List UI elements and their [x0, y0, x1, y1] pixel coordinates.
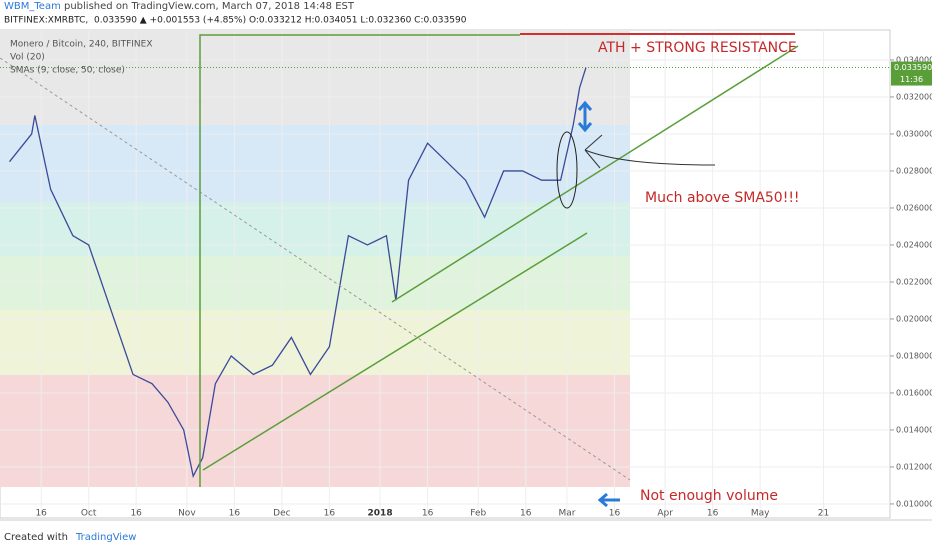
zone: [0, 30, 630, 125]
grid: [0, 30, 890, 518]
y-tick-label: 0.032000: [896, 92, 932, 101]
indicator: Vol (20): [10, 53, 45, 63]
x-tick-label: Dec: [273, 509, 290, 519]
arrow: [577, 100, 593, 133]
y-tick-label: 0.026000: [896, 203, 932, 212]
author[interactable]: WBM_Team: [4, 1, 61, 12]
arrow: [584, 134, 716, 169]
y-tick-label: 0.020000: [896, 314, 932, 323]
y-tick-label: 0.016000: [896, 388, 932, 397]
last-price-label: 0.033590: [894, 63, 932, 72]
arrow: [597, 492, 620, 508]
zone: [0, 375, 630, 487]
x-tick-label: 16: [130, 509, 142, 519]
indicator: SMAs (9, close, 50, close): [10, 66, 125, 76]
y-tick-label: 0.024000: [896, 240, 932, 249]
x-tick-label: 16: [324, 509, 336, 519]
x-tick-label: 16: [422, 509, 434, 519]
y-tick-label: 0.034000: [896, 55, 932, 64]
x-tick-label: 2018: [368, 509, 393, 519]
x-tick-label: Apr: [657, 509, 673, 519]
x-tick-label: 16: [707, 509, 719, 519]
y-tick-label: 0.018000: [896, 351, 932, 360]
trend-line: [391, 45, 799, 303]
ellipse: [556, 131, 578, 209]
x-tick-label: 16: [520, 509, 532, 519]
zone: [0, 125, 630, 202]
zone: [0, 310, 630, 375]
x-tick-label: Oct: [81, 509, 97, 519]
countdown: 11:36: [900, 75, 923, 84]
y-tick-label: 0.014000: [896, 425, 932, 434]
x-tick-label: 16: [609, 509, 621, 519]
dashed-line: [0, 57, 631, 481]
x-tick-label: Feb: [470, 509, 486, 519]
zones: [0, 30, 630, 487]
drawings: [0, 33, 799, 508]
symbol: BITFINEX:XMRBTC,: [4, 16, 88, 26]
x-tick-label: Mar: [558, 509, 575, 519]
y-tick-label: 0.022000: [896, 277, 932, 286]
footer-text: Created with: [4, 532, 68, 543]
x-tick-label: Nov: [178, 509, 196, 519]
series: [8, 67, 587, 479]
annotation: Not enough volume: [640, 488, 778, 504]
x-tick-label: May: [751, 509, 770, 519]
x-tick-label: 16: [229, 509, 241, 519]
annotation: ATH + STRONG RESISTANCE: [598, 40, 797, 56]
y-tick-label: 0.030000: [896, 129, 932, 138]
last-price-tag: [891, 61, 932, 86]
price-line: [8, 67, 587, 479]
quote: 0.033590 ▲ +0.001553 (+4.85%) O:0.033212…: [94, 16, 467, 26]
trend-line: [202, 232, 588, 471]
x-tick-label: 21: [818, 509, 829, 519]
zone: [0, 202, 630, 256]
y-tick-label: 0.010000: [896, 499, 932, 508]
y-tick-label: 0.012000: [896, 462, 932, 471]
y-tick-label: 0.028000: [896, 166, 932, 175]
chart-title: Monero / Bitcoin, 240, BITFINEX: [10, 40, 153, 50]
annotation: Much above SMA50!!!: [645, 190, 800, 206]
zone: [0, 256, 630, 310]
box-line: [199, 34, 520, 487]
x-tick-label: 16: [35, 509, 47, 519]
footer-brand[interactable]: TradingView: [75, 532, 136, 543]
published: published on TradingView.com, March 07, …: [64, 1, 355, 12]
